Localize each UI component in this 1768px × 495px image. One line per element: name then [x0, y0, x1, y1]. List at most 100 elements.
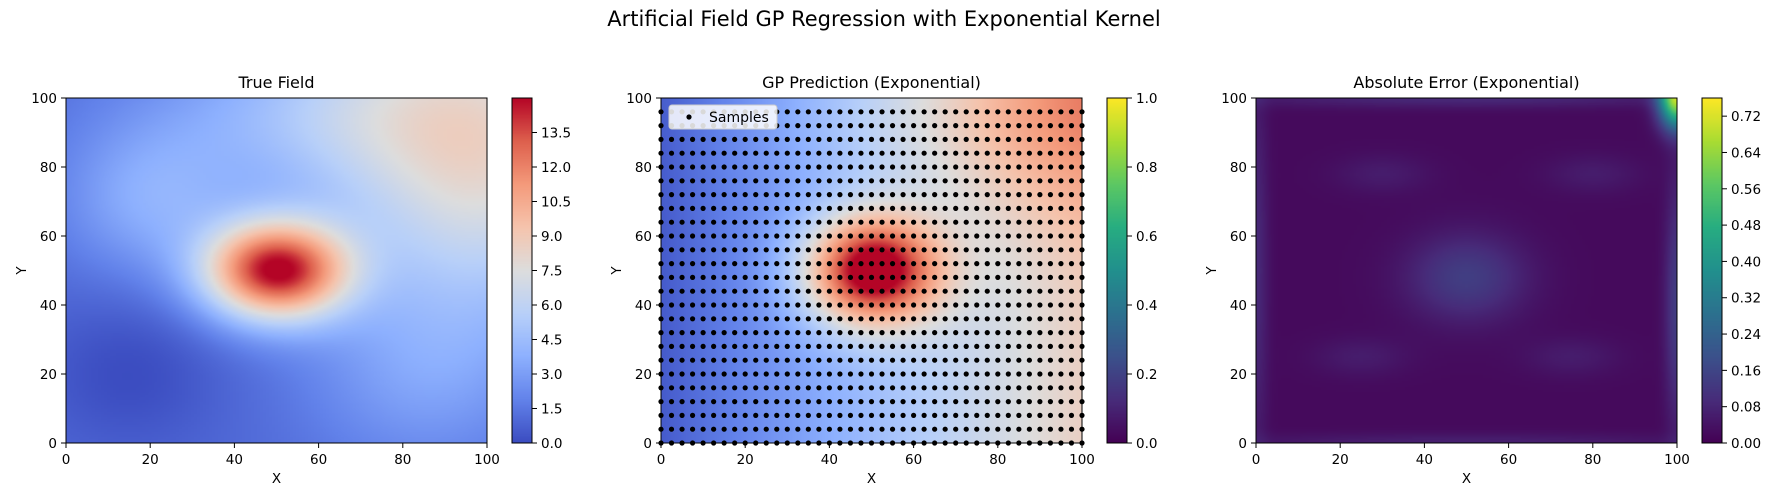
sample-point	[911, 385, 917, 391]
sample-point	[847, 109, 854, 115]
sample-point	[1005, 426, 1011, 432]
sample-point	[963, 385, 969, 391]
sample-point	[1068, 316, 1075, 322]
sample-point	[1005, 247, 1011, 253]
sample-point	[679, 357, 685, 363]
sample-point	[1047, 426, 1054, 432]
sample-point	[837, 357, 843, 363]
x-tick-label: 0	[657, 452, 666, 468]
sample-point	[974, 288, 980, 294]
sample-point	[963, 343, 969, 349]
sample-point	[763, 316, 769, 322]
sample-point	[826, 288, 833, 294]
sample-point	[742, 426, 748, 432]
sample-point	[1005, 316, 1011, 322]
sample-point	[963, 399, 969, 405]
axes-frame	[660, 97, 1083, 444]
sample-point	[668, 330, 675, 336]
sample-point	[932, 288, 938, 294]
sample-point	[921, 412, 927, 418]
sample-point	[795, 330, 801, 336]
sample-point	[805, 123, 811, 129]
x-tick-label: 100	[1069, 452, 1095, 468]
x-axis-label: X	[1462, 471, 1471, 487]
sample-point	[774, 178, 780, 184]
sample-point	[963, 150, 969, 156]
sample-point	[879, 123, 885, 129]
sample-point	[774, 330, 780, 336]
sample-point	[711, 247, 717, 253]
sample-point	[711, 385, 717, 391]
sample-point	[795, 316, 801, 322]
y-tick-label: 100	[31, 91, 57, 107]
sample-point	[763, 288, 769, 294]
sample-point	[984, 343, 990, 349]
colorbar-tick-label: 0.48	[1731, 218, 1761, 234]
sample-point	[732, 412, 738, 418]
sample-point	[868, 123, 875, 129]
sample-point	[932, 261, 938, 267]
sample-point	[700, 274, 706, 280]
sample-point	[795, 247, 801, 253]
sample-point	[911, 192, 917, 198]
sample-point	[847, 426, 854, 432]
sample-point	[1058, 274, 1064, 280]
sample-point	[889, 123, 896, 129]
sample-point	[911, 343, 917, 349]
sample-point	[795, 288, 801, 294]
sample-point	[879, 426, 885, 432]
sample-point	[879, 385, 885, 391]
sample-point	[900, 426, 906, 432]
sample-point	[889, 330, 896, 336]
sample-point	[837, 136, 843, 142]
sample-point	[784, 343, 790, 349]
sample-point	[858, 261, 864, 267]
sample-point	[911, 426, 917, 432]
sample-point	[795, 399, 801, 405]
sample-point	[1026, 371, 1032, 377]
sample-point	[805, 192, 811, 198]
sample-point	[995, 123, 1001, 129]
sample-point	[1016, 426, 1022, 432]
sample-point	[742, 219, 748, 225]
sample-point	[721, 192, 727, 198]
sample-point	[911, 178, 917, 184]
sample-point	[858, 274, 864, 280]
sample-point	[689, 343, 696, 349]
sample-point	[1026, 109, 1032, 115]
sample-point	[953, 123, 959, 129]
sample-point	[879, 136, 885, 142]
sample-point	[879, 219, 885, 225]
sample-point	[805, 219, 811, 225]
sample-point	[1068, 164, 1075, 170]
sample-point	[689, 164, 696, 170]
sample-point	[689, 136, 696, 142]
sample-point	[774, 205, 780, 211]
sample-point	[742, 150, 748, 156]
colorbar-tick-label: 0.6	[1136, 229, 1157, 245]
sample-point	[984, 288, 990, 294]
sample-point	[932, 233, 938, 239]
sample-point	[847, 330, 854, 336]
sample-point	[995, 399, 1001, 405]
sample-point	[1058, 385, 1064, 391]
y-tick-label: 0	[48, 436, 57, 452]
sample-point	[721, 371, 727, 377]
sample-point	[1068, 205, 1075, 211]
sample-point	[753, 288, 759, 294]
sample-point	[1026, 343, 1032, 349]
sample-point	[953, 109, 959, 115]
sample-point	[911, 233, 917, 239]
sample-point	[953, 205, 959, 211]
y-axis-label: Y	[14, 266, 30, 276]
sample-point	[984, 219, 990, 225]
x-tick-label: 80	[1584, 452, 1601, 468]
sample-point	[742, 274, 748, 280]
sample-point	[837, 412, 843, 418]
sample-point	[932, 426, 938, 432]
sample-point	[1005, 136, 1011, 142]
sample-point	[784, 302, 790, 308]
sample-point	[795, 123, 801, 129]
sample-point	[816, 178, 822, 184]
colorbar-tick-label: 0.56	[1731, 182, 1761, 198]
